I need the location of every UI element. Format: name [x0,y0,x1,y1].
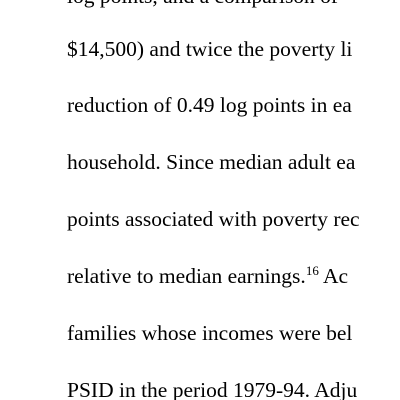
footnote-marker: 16 [305,262,319,278]
text-line-main: relative to median earnings. [67,264,306,288]
text-line: relative to median earnings.16 Ac [67,264,348,288]
text-line: $14,500) and twice the poverty li [67,37,353,61]
text-line: log points, and a comparison of [67,0,338,8]
text-line: PSID in the period 1979-94. Adju [67,378,358,400]
text-line-continuation: Ac [318,264,349,288]
text-line: points associated with poverty rec [67,207,360,231]
text-line: reduction of 0.49 log points in ea [67,93,352,117]
text-line: household. Since median adult ea [67,150,356,174]
text-line: families whose incomes were bel [67,321,353,345]
